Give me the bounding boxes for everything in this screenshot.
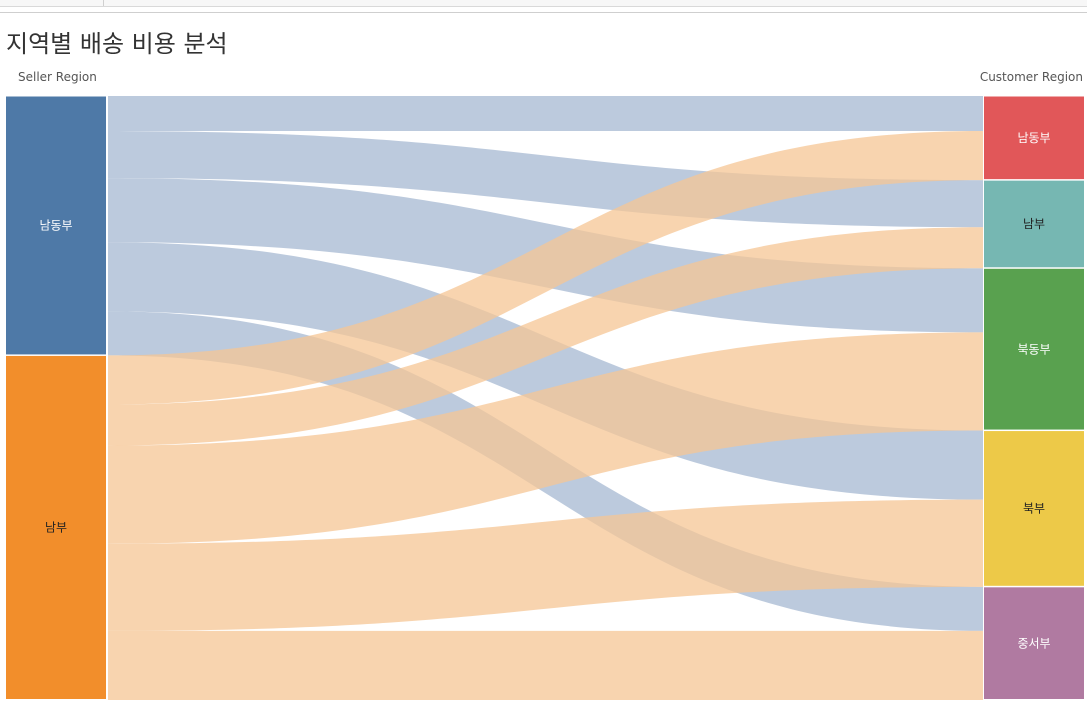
header-rule — [0, 12, 1087, 13]
customer-node-북부-label: 북부 — [1023, 502, 1045, 516]
customer-node-남부 — [984, 180, 1084, 268]
seller-region-label: Seller Region — [18, 70, 97, 84]
customer-node-북동부 — [984, 268, 1084, 430]
sankey-link-남부-to-남부 — [108, 227, 983, 446]
customer-node-중서부 — [984, 587, 1084, 699]
seller-node-남동부-label: 남동부 — [39, 219, 72, 233]
chart-title: 지역별 배송 비용 분석 — [6, 30, 228, 58]
customer-node-북부 — [984, 431, 1084, 586]
sankey-link-남부-to-북동부 — [108, 332, 983, 544]
customer-node-북동부-label: 북동부 — [1017, 342, 1050, 356]
sankey-link-남부-to-남동부 — [108, 131, 983, 405]
seller-node-남동부 — [6, 96, 106, 355]
sankey-link-남동부-to-남동부 — [108, 96, 983, 132]
customer-node-남부-label: 남부 — [1023, 217, 1045, 231]
customer-region-label: Customer Region — [979, 70, 1083, 84]
sankey-link-남부-to-북부 — [108, 499, 983, 631]
toolbar-divider — [103, 0, 104, 6]
top-toolbar-strip — [0, 0, 1087, 7]
customer-node-중서부-label: 중서부 — [1017, 636, 1050, 650]
customer-node-남동부-label: 남동부 — [1017, 131, 1050, 145]
seller-node-남부-label: 남부 — [45, 521, 67, 535]
customer-node-남동부 — [984, 96, 1084, 180]
sankey-link-남부-to-중서부 — [108, 630, 983, 700]
seller-node-남부 — [6, 355, 106, 699]
